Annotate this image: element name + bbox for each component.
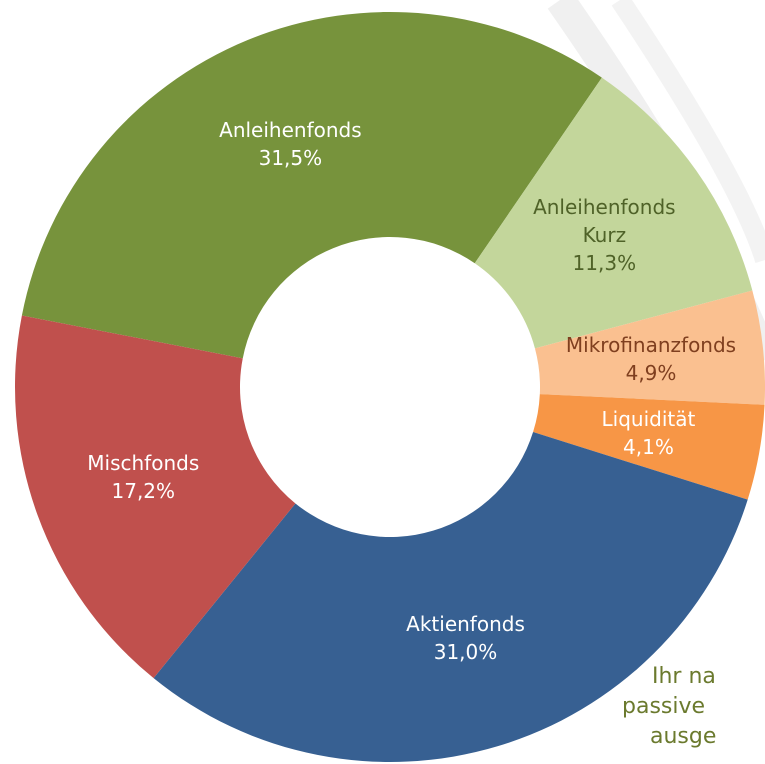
category-label: Mikrofinanzfonds — [565, 333, 737, 358]
category-label: Anleihenfonds Kurz — [533, 195, 676, 248]
category-label: Liquidität — [601, 407, 696, 432]
annotation-line: ausge — [650, 724, 717, 749]
slice-label: Mikrofinanzfonds 4,9% — [566, 331, 736, 387]
donut-slice — [534, 290, 765, 405]
slice-label: Anleihenfonds Kurz 11,3% — [533, 193, 676, 277]
value-label: 17,2% — [111, 478, 176, 503]
donut-slice — [14, 315, 296, 679]
annotation-line: Ihr na — [652, 664, 716, 689]
value-label: 4,1% — [623, 435, 674, 460]
value-label: 31,0% — [433, 640, 498, 665]
value-label: 4,9% — [625, 361, 677, 386]
value-label: 31,5% — [258, 146, 323, 171]
donut-slice — [533, 394, 765, 500]
slice-label: Anleihenfonds 31,5% — [219, 116, 362, 172]
donut-slice — [153, 432, 748, 762]
value-label: 11,3% — [572, 251, 637, 276]
slice-label: Aktienfonds 31,0% — [406, 610, 525, 666]
category-label: Aktienfonds — [406, 612, 525, 637]
slice-label: Mischfonds 17,2% — [87, 449, 199, 505]
donut-slice — [21, 11, 602, 359]
category-label: Anleihenfonds — [219, 118, 362, 143]
donut-slice — [474, 77, 753, 349]
annotation-line: passive — [622, 694, 706, 719]
slice-label: Liquidität 4,1% — [602, 405, 696, 461]
category-label: Mischfonds — [87, 450, 200, 475]
